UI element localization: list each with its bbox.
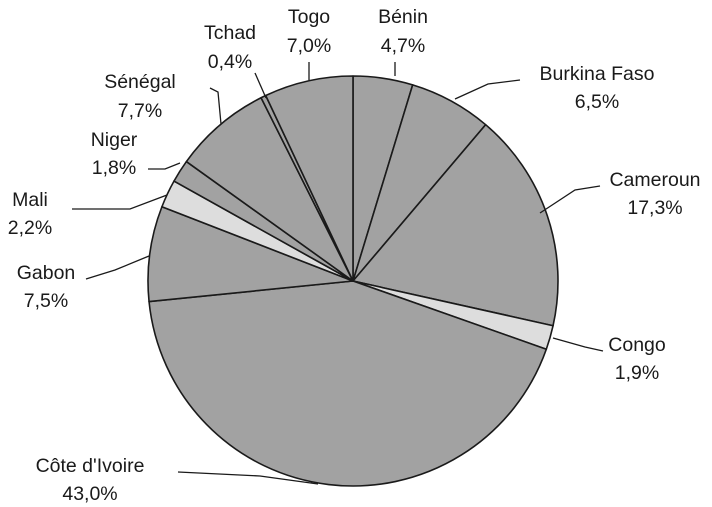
- slice-label-name: Cameroun: [609, 169, 700, 191]
- slice-label-value: 7,0%: [287, 35, 331, 57]
- pie-slice-gabon: [147, 205, 354, 303]
- leader-line: [254, 72, 267, 99]
- slice-label-value: 43,0%: [62, 483, 117, 505]
- slice-label-value: 2,2%: [8, 217, 52, 239]
- leader-line: [539, 185, 601, 214]
- slice-label-name: Mali: [12, 189, 48, 211]
- pie-slices: [147, 75, 559, 487]
- slice-label-name: Burkina Faso: [540, 63, 655, 85]
- leader-line: [148, 162, 181, 170]
- leader-line: [552, 337, 604, 352]
- slice-label-name: Gabon: [17, 262, 76, 284]
- leader-line: [72, 194, 168, 210]
- pie-slice-togo: [264, 75, 354, 282]
- slice-label-value: 1,8%: [92, 157, 136, 179]
- slice-label-value: 1,9%: [615, 362, 659, 384]
- slice-label-name: Tchad: [204, 22, 256, 44]
- slice-label-name: Sénégal: [104, 71, 176, 93]
- slice-label-value: 7,7%: [118, 100, 162, 122]
- slice-label-name: Côte d'Ivoire: [36, 455, 145, 477]
- slice-label-name: Congo: [608, 334, 666, 356]
- slice-label-value: 17,3%: [627, 197, 682, 219]
- leader-line: [209, 87, 222, 125]
- pie-slice-s-n-gal: [185, 96, 354, 282]
- pie-slice-cameroun: [352, 123, 559, 327]
- slice-label-value: 4,7%: [381, 35, 425, 57]
- leader-lines: [72, 62, 604, 485]
- slice-label-value: 6,5%: [575, 91, 619, 113]
- leader-line: [85, 255, 150, 280]
- pie-slice-c-te-d-ivoire: [148, 280, 548, 487]
- slice-label-name: Niger: [91, 129, 138, 151]
- slice-labels: Bénin 4,7% Burkina Faso 6,5% Cameroun 17,3% Co…: [8, 6, 701, 505]
- slice-label-value: 7,5%: [24, 290, 68, 312]
- slice-label-name: Togo: [288, 6, 330, 28]
- slice-label-name: Bénin: [378, 6, 428, 28]
- leader-line: [454, 79, 521, 100]
- slice-label-value: 0,4%: [208, 51, 252, 73]
- leader-line: [177, 471, 319, 485]
